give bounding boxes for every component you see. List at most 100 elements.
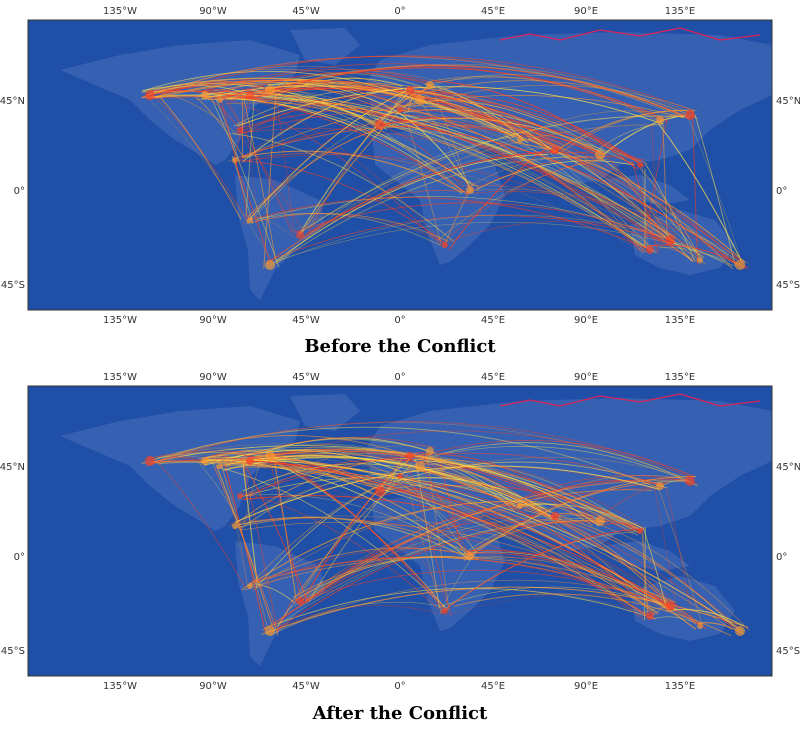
flight-route [249, 556, 671, 609]
x-ticks-bottom: 135°W 90°W 45°W 0° 45°E 90°E 135°E [103, 315, 695, 326]
airport-hub [595, 150, 605, 160]
airport-hub [246, 91, 254, 99]
flight-route [658, 247, 732, 268]
airport-hub [466, 552, 474, 560]
flight-route [239, 102, 401, 133]
tick-label: 0° [14, 552, 25, 563]
flight-route [158, 447, 262, 466]
tick-label: 0° [394, 681, 405, 692]
flight-route [205, 458, 650, 619]
flight-route [153, 91, 237, 134]
flight-route [245, 87, 405, 106]
airport-hub [397, 473, 403, 479]
flight-route [250, 556, 670, 611]
flight-route [153, 95, 247, 220]
flight-route [242, 154, 693, 260]
flight-route [555, 519, 670, 603]
flight-route [228, 466, 732, 630]
flight-route [233, 159, 448, 245]
flight-route [234, 128, 676, 237]
flight-route [240, 452, 660, 498]
flight-route [448, 145, 552, 250]
flight-route [422, 453, 658, 614]
airport-hub [265, 85, 275, 95]
flight-route [432, 80, 638, 170]
flight-route [158, 95, 242, 220]
tick-label: 45°S [776, 280, 800, 291]
flight-route [521, 475, 689, 508]
flight-route [251, 213, 444, 243]
x-ticks-top: 135°W 90°W 45°W 0° 45°E 90°E 135°E [103, 372, 695, 383]
flight-route [156, 456, 199, 462]
flight-route [141, 70, 429, 105]
airport-hub [656, 482, 664, 490]
flight-route [526, 135, 644, 254]
tick-label: 135°E [665, 315, 695, 326]
tick-label: 45°W [292, 6, 320, 17]
flight-route [436, 453, 594, 519]
flight-route [226, 97, 464, 193]
flight-route [291, 190, 478, 232]
flight-route [276, 521, 594, 631]
map-before: 135°W 90°W 45°W 0° 45°E 90°E 135°E 135°W… [0, 6, 800, 326]
flight-route [426, 461, 514, 511]
flight-route [214, 436, 436, 470]
tick-label: 45°N [0, 462, 25, 473]
flight-route [411, 80, 699, 119]
airport-hub [637, 162, 643, 168]
tick-label: 135°W [103, 681, 137, 692]
flight-route [265, 487, 665, 630]
flight-route [267, 449, 643, 531]
south-america [235, 175, 325, 300]
tick-label: 0° [394, 6, 405, 17]
airport-hub [247, 583, 253, 589]
flight-route [241, 501, 529, 591]
flight-route [424, 440, 696, 478]
flight-route [198, 89, 387, 124]
flight-route [154, 95, 646, 249]
airport-hub [551, 146, 559, 154]
flight-route [403, 451, 452, 616]
airport-hub [735, 626, 745, 636]
flight-route [241, 457, 279, 635]
flight-route [244, 477, 551, 517]
flight-route [156, 90, 665, 243]
flight-route [237, 86, 663, 127]
caption-after: After the Conflict [312, 703, 488, 724]
flight-route [526, 135, 734, 270]
flight-route [266, 146, 559, 269]
airport-hub [375, 120, 385, 130]
tick-label: 90°W [199, 315, 227, 326]
airport-hub [265, 451, 275, 461]
flight-route [414, 469, 476, 553]
flight-route [228, 85, 262, 105]
flight-route [596, 123, 664, 152]
flight-route [248, 547, 472, 588]
flight-route [248, 430, 692, 478]
airport-hub [442, 242, 448, 248]
flight-route [267, 214, 673, 267]
flight-route [415, 458, 440, 609]
flight-route [157, 452, 373, 495]
flight-route [277, 604, 293, 627]
flight-route [514, 141, 746, 263]
caption-before: Before the Conflict [304, 336, 496, 357]
flight-route [205, 96, 240, 129]
airport-hub [665, 235, 675, 245]
airport-hub [265, 260, 275, 270]
x-ticks-bottom: 135°W 90°W 45°W 0° 45°E 90°E 135°E [103, 681, 695, 692]
flight-route [402, 472, 443, 615]
flight-route [228, 515, 677, 607]
flight-route [237, 468, 403, 498]
tick-label: 90°E [574, 372, 598, 383]
y-ticks-right: 45°N 0° 45°S [776, 96, 800, 291]
tick-label: 135°E [665, 6, 695, 17]
flight-route [551, 146, 674, 244]
flight-route [395, 105, 560, 155]
flight-route [219, 72, 431, 102]
flight-route [519, 110, 691, 137]
y-ticks-right: 45°N 0° 45°S [776, 462, 800, 657]
airport-hub [426, 81, 434, 89]
flight-route [240, 522, 695, 623]
flight-route [210, 97, 280, 268]
